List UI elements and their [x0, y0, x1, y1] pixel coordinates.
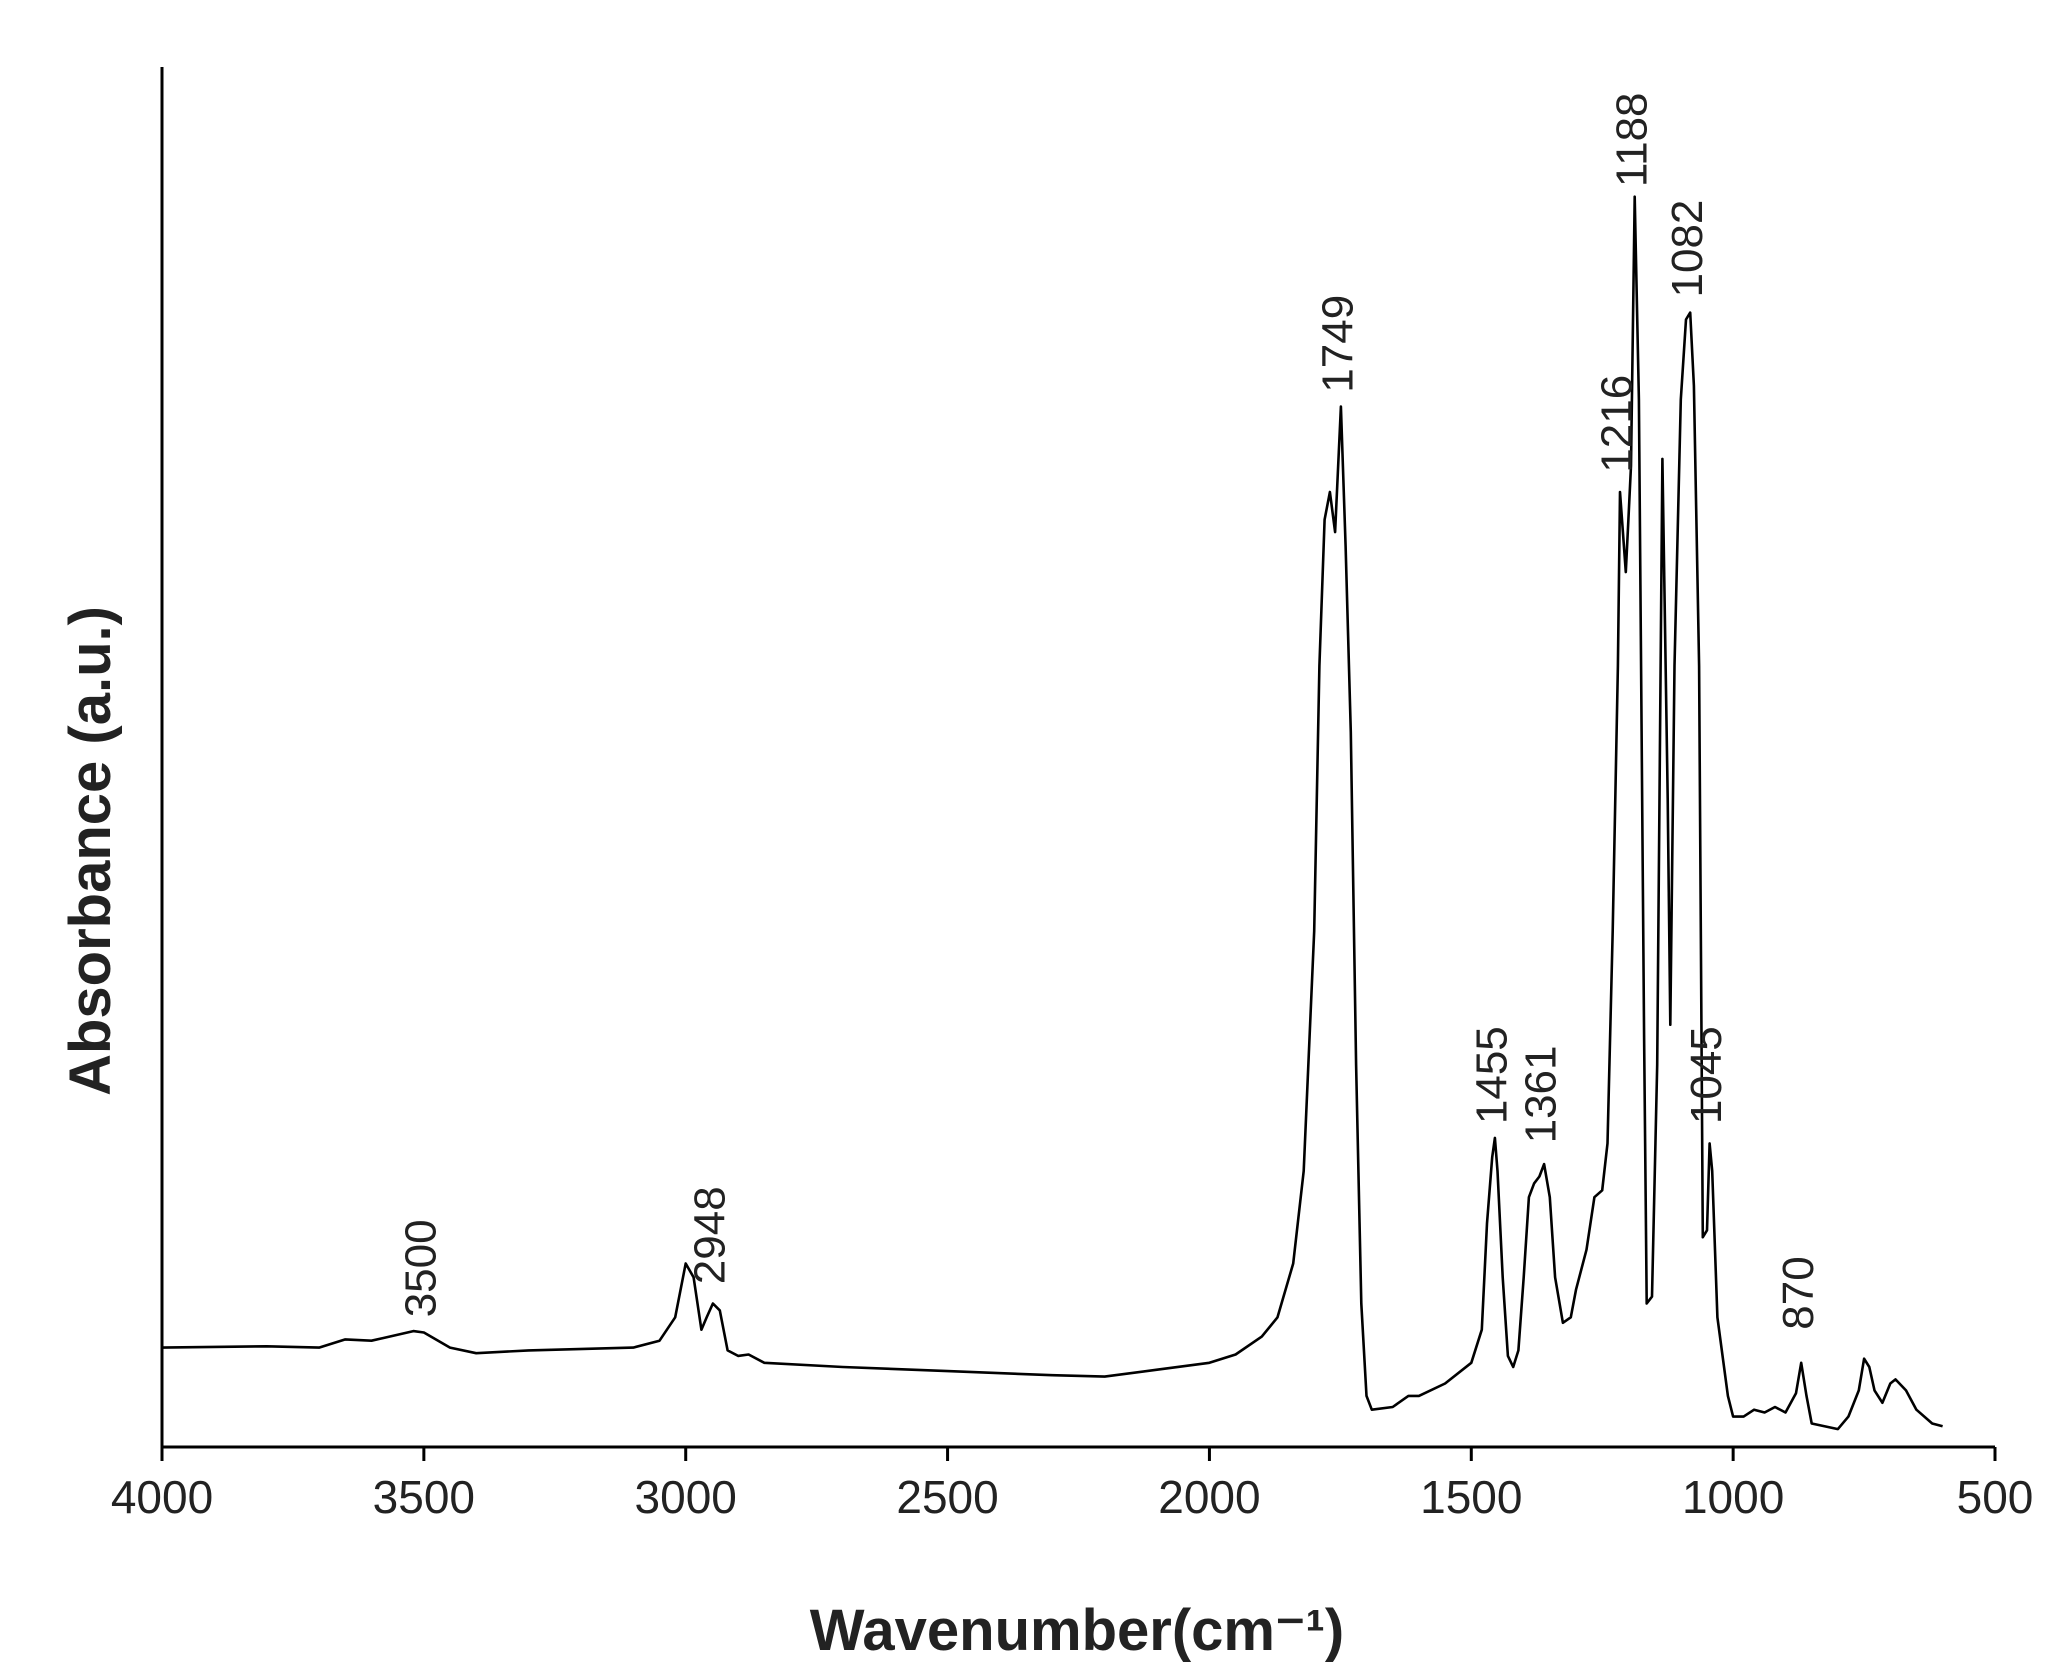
peak-label: 1045	[1682, 1026, 1731, 1124]
x-tick-label: 1000	[1682, 1471, 1784, 1523]
peak-label: 1216	[1593, 375, 1642, 473]
peak-label: 3500	[397, 1219, 446, 1317]
peak-label: 1749	[1314, 295, 1363, 393]
spectrum-line	[161, 195, 1943, 1431]
peak-label: 1455	[1468, 1026, 1517, 1124]
peak-label: 1082	[1663, 200, 1712, 298]
peak-label: 2948	[686, 1186, 735, 1284]
x-tick-label: 3000	[635, 1471, 737, 1523]
x-tick-label: 500	[1957, 1471, 2034, 1523]
peak-label: 1188	[1607, 92, 1656, 187]
peak-label: 1361	[1517, 1046, 1566, 1144]
peak-label: 870	[1774, 1256, 1823, 1329]
x-tick-label: 2000	[1158, 1471, 1260, 1523]
x-tick-label: 1500	[1420, 1471, 1522, 1523]
x-axis-title: Wavenumber(cm⁻¹)	[810, 1598, 1344, 1663]
x-tick-label: 2500	[896, 1471, 998, 1523]
x-tick-label: 4000	[111, 1471, 213, 1523]
x-tick-label: 3500	[373, 1471, 475, 1523]
y-axis-title: Absorbance (a.u.)	[58, 606, 123, 1096]
